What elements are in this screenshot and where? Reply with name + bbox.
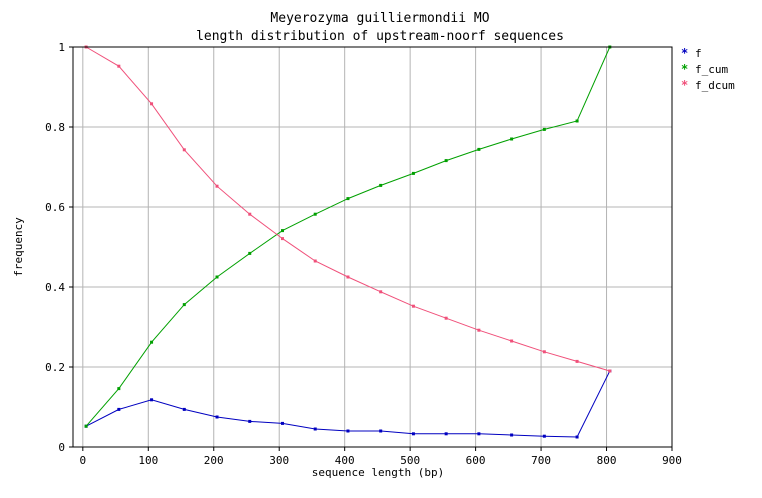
data-point bbox=[313, 427, 317, 431]
data-point bbox=[117, 64, 121, 68]
data-point bbox=[575, 359, 579, 363]
x-tick-label-6: 600 bbox=[466, 454, 486, 467]
plot-frame bbox=[72, 46, 673, 448]
data-point bbox=[117, 407, 121, 411]
data-point bbox=[248, 212, 252, 216]
legend-label: f_dcum bbox=[695, 79, 735, 92]
data-point bbox=[542, 350, 546, 354]
data-point bbox=[575, 435, 579, 439]
y-tick-label-0: 0 bbox=[58, 441, 65, 454]
data-point bbox=[542, 127, 546, 131]
data-point bbox=[313, 212, 317, 216]
legend-item-f: * f bbox=[681, 46, 702, 60]
legend-label: f bbox=[695, 47, 702, 60]
series-f_cum bbox=[84, 45, 612, 428]
x-tick-label-0: 0 bbox=[80, 454, 87, 467]
series-line-f_dcum bbox=[85, 46, 610, 372]
data-point bbox=[379, 183, 383, 187]
data-point bbox=[542, 434, 546, 438]
data-point bbox=[346, 275, 350, 279]
data-point bbox=[84, 424, 88, 428]
x-tick-label-4: 400 bbox=[335, 454, 355, 467]
legend-label: f_cum bbox=[695, 63, 728, 76]
data-point bbox=[608, 369, 612, 373]
x-tick-label-9: 900 bbox=[662, 454, 682, 467]
data-point bbox=[117, 387, 121, 391]
data-point bbox=[346, 429, 350, 433]
data-point bbox=[182, 148, 186, 152]
y-tick-label-5: 1 bbox=[58, 41, 65, 54]
y-tick-label-3: 0.6 bbox=[45, 201, 65, 214]
data-point bbox=[510, 433, 514, 437]
data-point bbox=[215, 275, 219, 279]
data-point bbox=[575, 119, 579, 123]
axis-ticks: 0 100 200 300 400 500 600 700 800 900 0 0.2 0.4 0.6 0.… bbox=[45, 41, 682, 467]
legend: * f* f_cum* f_dcum bbox=[681, 46, 735, 92]
y-tick-label-4: 0.8 bbox=[45, 121, 65, 134]
chart-title-line-1: Meyerozyma guilliermondii MO bbox=[270, 11, 489, 26]
data-point bbox=[182, 303, 186, 307]
series-f_dcum bbox=[84, 45, 612, 373]
chart-title-line-2: length distribution of upstream-noorf se… bbox=[196, 29, 564, 44]
series-line-f bbox=[85, 370, 611, 438]
series-f bbox=[84, 369, 612, 439]
y-axis-label: frequency bbox=[12, 217, 25, 277]
data-point bbox=[444, 316, 448, 320]
data-point bbox=[248, 419, 252, 423]
legend-marker: * bbox=[681, 46, 688, 60]
data-point bbox=[411, 304, 415, 308]
data-point bbox=[477, 147, 481, 151]
data-point bbox=[444, 432, 448, 436]
data-point bbox=[280, 421, 284, 425]
y-tick-label-1: 0.2 bbox=[45, 361, 65, 374]
series-line-f_cum bbox=[85, 46, 611, 427]
data-point bbox=[313, 259, 317, 263]
x-tick-label-8: 800 bbox=[597, 454, 617, 467]
data-point bbox=[411, 432, 415, 436]
data-point bbox=[280, 237, 284, 241]
data-point bbox=[510, 339, 514, 343]
data-point bbox=[379, 429, 383, 433]
data-point bbox=[215, 415, 219, 419]
y-tick-label-2: 0.4 bbox=[45, 281, 65, 294]
data-point bbox=[444, 159, 448, 163]
data-point bbox=[477, 328, 481, 332]
data-point bbox=[510, 137, 514, 141]
data-point bbox=[182, 407, 186, 411]
legend-marker: * bbox=[681, 62, 688, 76]
x-tick-label-7: 700 bbox=[531, 454, 551, 467]
data-point bbox=[150, 102, 154, 106]
data-point bbox=[477, 432, 481, 436]
data-point bbox=[150, 398, 154, 402]
data-point bbox=[150, 340, 154, 344]
data-point bbox=[379, 290, 383, 294]
data-point bbox=[346, 197, 350, 201]
grid-lines bbox=[73, 46, 673, 448]
x-tick-label-1: 100 bbox=[138, 454, 158, 467]
x-tick-label-5: 500 bbox=[400, 454, 420, 467]
legend-item-f_dcum: * f_dcum bbox=[681, 78, 735, 92]
data-point bbox=[280, 229, 284, 233]
x-tick-label-2: 200 bbox=[204, 454, 224, 467]
legend-marker: * bbox=[681, 78, 688, 92]
x-tick-label-3: 300 bbox=[269, 454, 289, 467]
x-axis-label: sequence length (bp) bbox=[312, 466, 444, 479]
data-point bbox=[215, 184, 219, 188]
data-point bbox=[248, 251, 252, 255]
series-layer bbox=[84, 45, 612, 439]
data-point bbox=[411, 171, 415, 175]
legend-item-f_cum: * f_cum bbox=[681, 62, 728, 76]
